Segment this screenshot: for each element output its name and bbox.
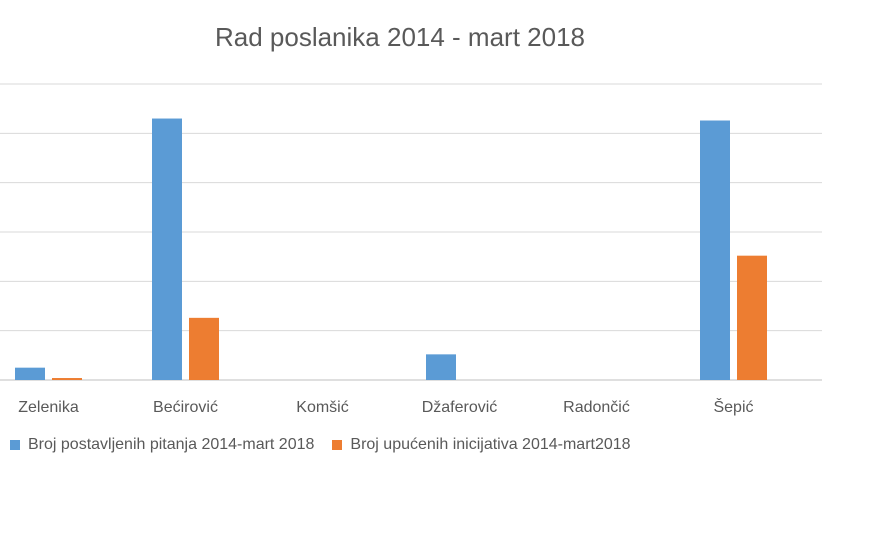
legend-swatch-questions	[10, 440, 20, 450]
x-tick-label: Bećirović	[153, 399, 218, 416]
bar-questions-3	[426, 354, 456, 380]
bar-questions-5	[700, 120, 730, 381]
x-tick-label: Komšić	[296, 399, 348, 416]
bars	[15, 118, 767, 381]
legend: Broj postavljenih pitanja 2014-mart 2018…	[10, 436, 631, 454]
legend-entry-questions: Broj postavljenih pitanja 2014-mart 2018	[10, 436, 314, 454]
legend-label-questions: Broj postavljenih pitanja 2014-mart 2018	[28, 436, 315, 453]
gridlines	[0, 83, 822, 381]
legend-label-initiatives: Broj upućenih inicijativa 2014-mart2018	[350, 436, 631, 453]
x-tick-label: Džaferović	[422, 399, 498, 416]
legend-entry-initiatives: Broj upućenih inicijativa 2014-mart2018	[332, 436, 631, 454]
x-tick-label: Radončić	[563, 399, 630, 416]
chart-title: Rad poslanika 2014 - mart 2018	[214, 22, 585, 52]
bar-initiatives-0	[52, 378, 82, 380]
x-tick-label: Šepić	[713, 397, 753, 416]
bar-initiatives-5	[737, 255, 767, 380]
bar-questions-1	[152, 118, 182, 381]
x-axis: Zelenika Bećirović Komšić Džaferović Radonči…	[18, 397, 753, 416]
x-tick-label: Zelenika	[18, 399, 79, 416]
bar-questions-0	[15, 367, 45, 380]
bar-initiatives-1	[189, 317, 219, 380]
legend-swatch-initiatives	[332, 440, 343, 450]
